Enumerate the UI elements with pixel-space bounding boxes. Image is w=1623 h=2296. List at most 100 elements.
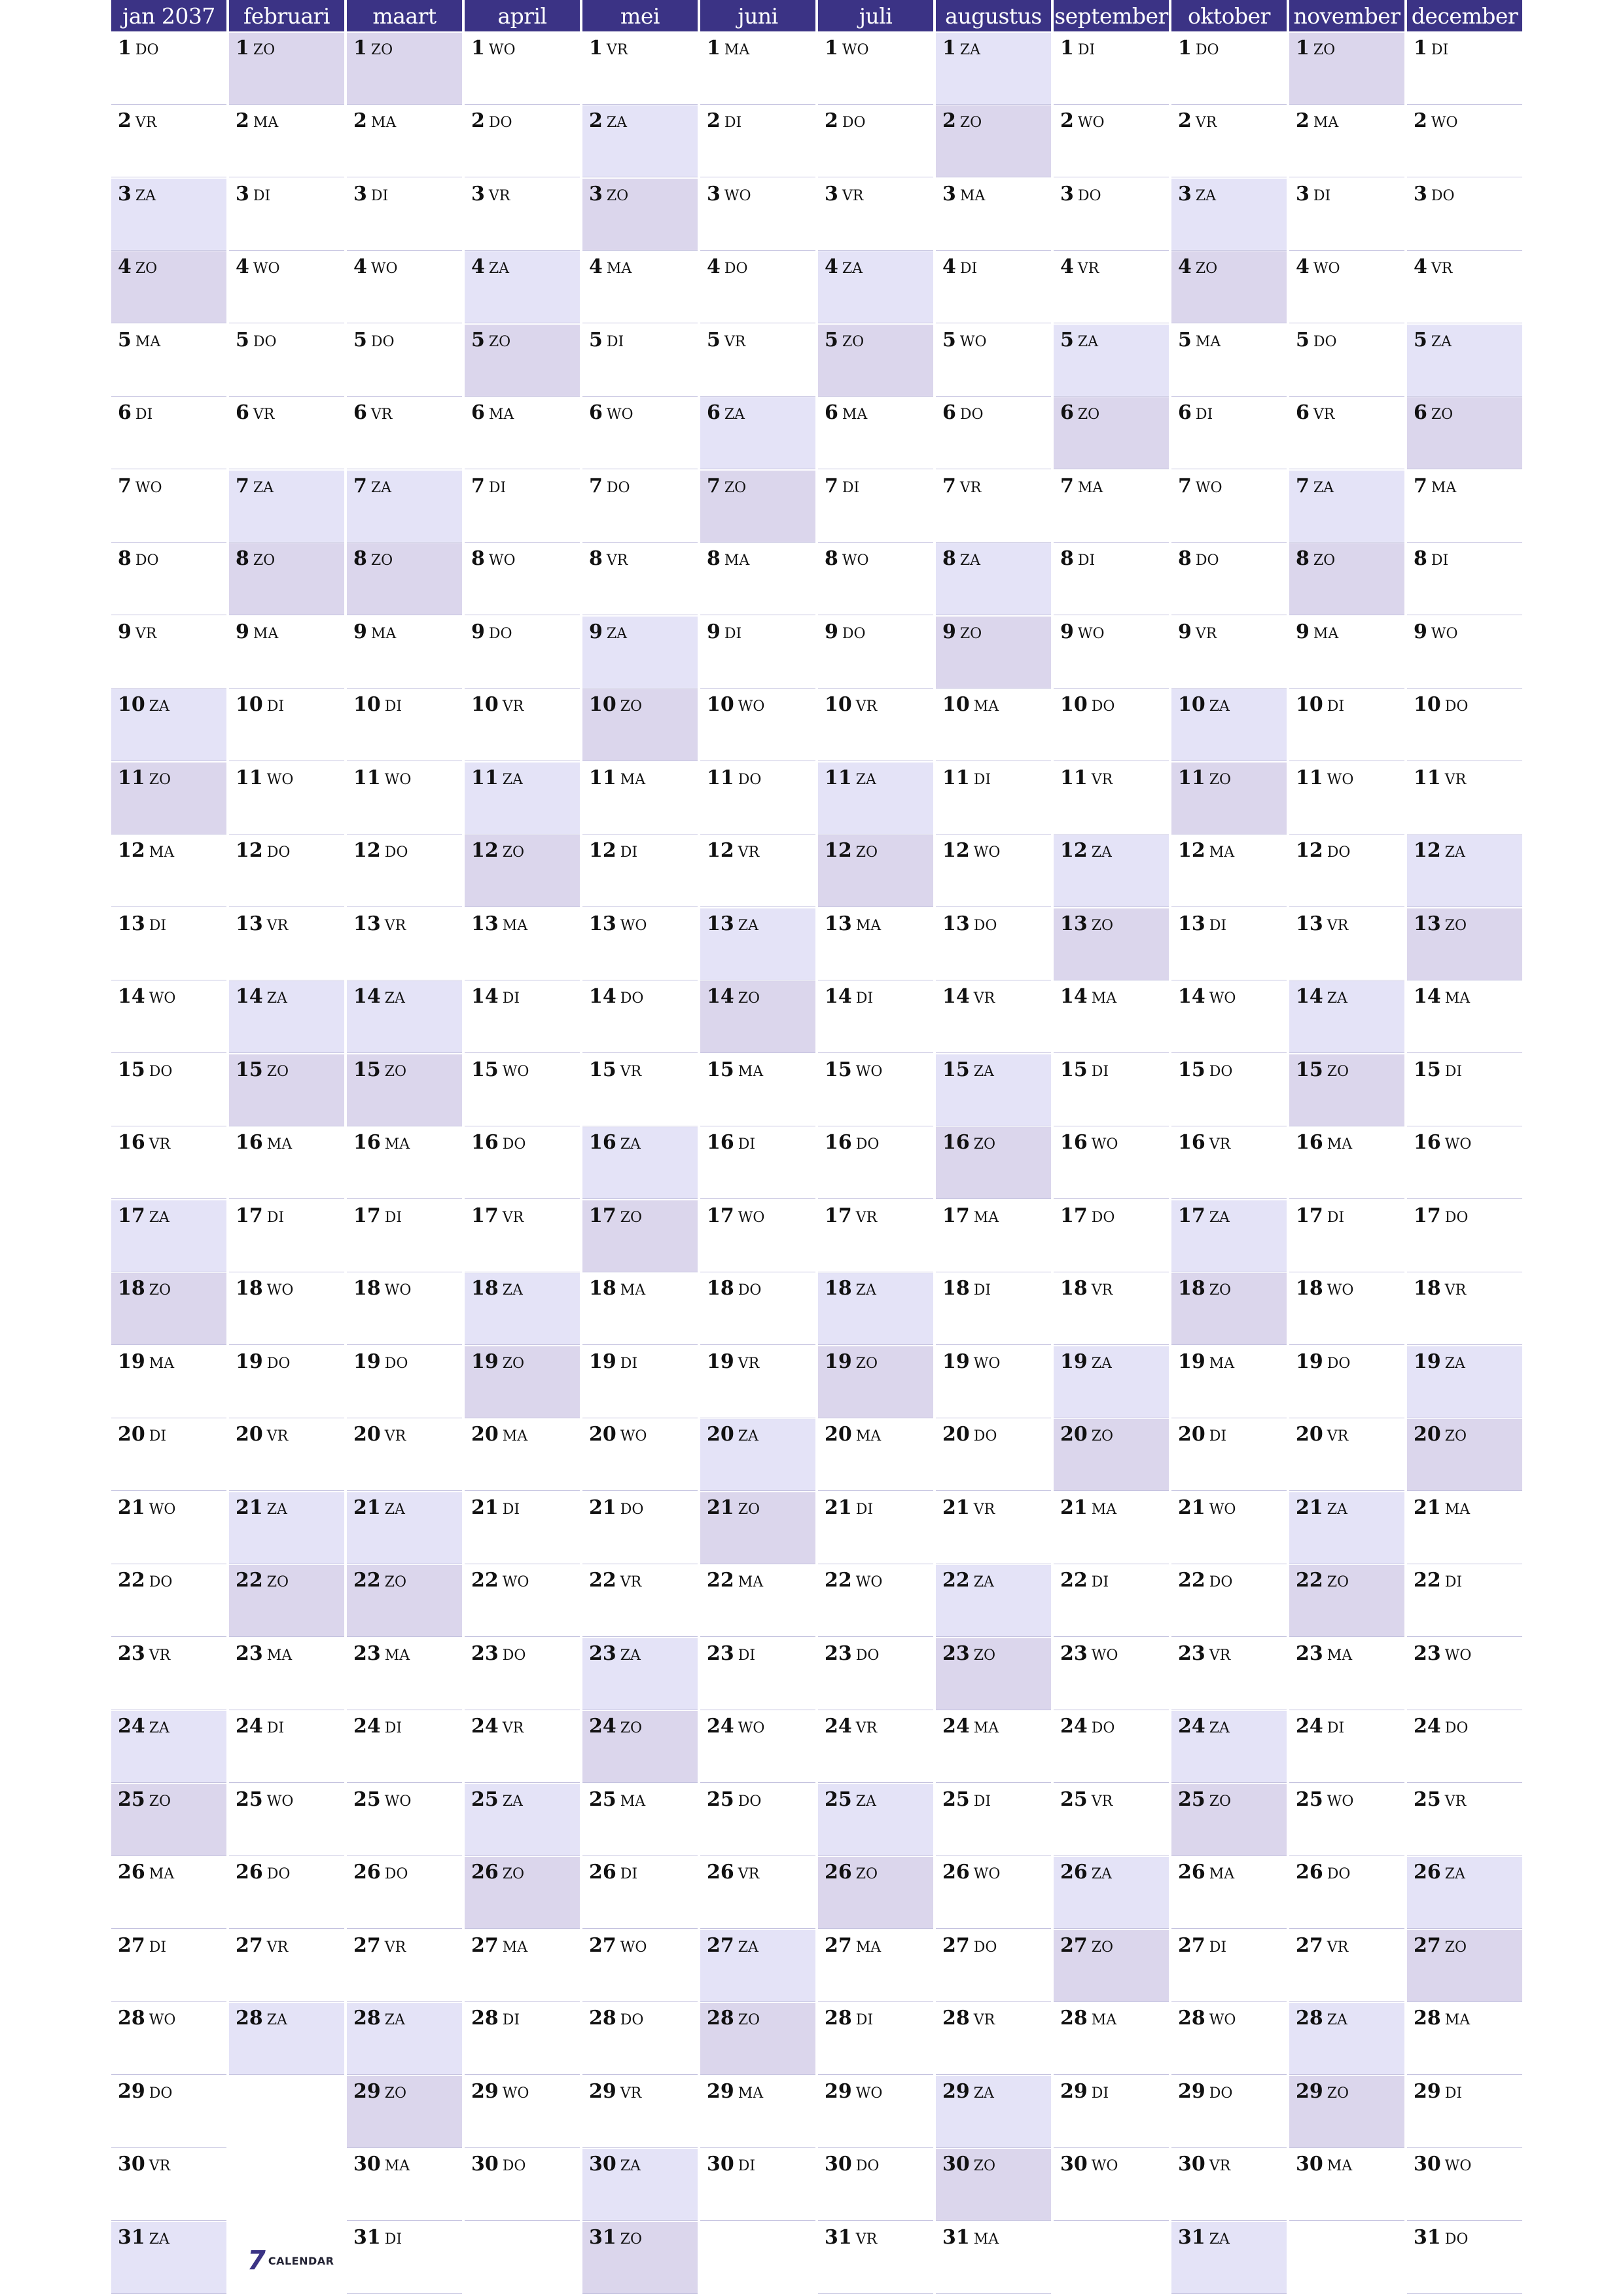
day-cell[interactable]: 1 VR <box>582 33 698 105</box>
day-cell[interactable]: 17 VR <box>465 1200 580 1272</box>
day-cell[interactable]: 26 DO <box>1289 1857 1404 1929</box>
day-cell[interactable]: 16 VR <box>1171 1127 1287 1199</box>
day-cell[interactable]: 23 WO <box>1054 1638 1169 1710</box>
day-cell[interactable]: 6 DO <box>936 397 1051 469</box>
day-cell[interactable]: 25 MA <box>582 1784 698 1856</box>
day-cell[interactable]: 29 DI <box>1407 2076 1522 2148</box>
day-cell[interactable]: 10 DI <box>229 689 344 761</box>
day-cell[interactable]: 25 ZO <box>111 1784 226 1856</box>
day-cell[interactable]: 9 DI <box>700 617 815 689</box>
day-cell[interactable]: 21 WO <box>111 1492 226 1564</box>
day-cell[interactable]: 1 ZO <box>229 32 344 105</box>
day-cell[interactable]: 28 MA <box>1054 2003 1169 2075</box>
day-cell[interactable]: 11 WO <box>229 762 344 834</box>
day-cell[interactable]: 26 MA <box>111 1857 226 1929</box>
day-cell[interactable]: 18 MA <box>582 1273 698 1345</box>
day-cell[interactable]: 4 VR <box>1407 251 1522 323</box>
day-cell[interactable]: 17 ZA <box>1171 1200 1287 1272</box>
day-cell[interactable]: 22 DI <box>1407 1565 1522 1637</box>
day-cell[interactable]: 18 ZO <box>1171 1273 1287 1345</box>
day-cell[interactable]: 27 ZO <box>1407 1929 1522 2002</box>
day-cell[interactable]: 10 ZO <box>582 689 698 761</box>
day-cell[interactable]: 29 ZO <box>347 2075 462 2148</box>
day-cell[interactable]: 4 ZO <box>111 251 226 323</box>
day-cell[interactable]: 3 WO <box>700 179 815 251</box>
day-cell[interactable]: 23 DO <box>465 1638 580 1710</box>
day-cell[interactable]: 30 ZA <box>582 2149 698 2221</box>
day-cell[interactable]: 31 ZO <box>582 2221 698 2294</box>
day-cell[interactable]: 30 VR <box>111 2149 226 2221</box>
day-cell[interactable]: 15 DI <box>1054 1054 1169 1126</box>
day-cell[interactable]: 3 VR <box>465 179 580 251</box>
day-cell[interactable]: 29 WO <box>818 2076 933 2148</box>
day-cell[interactable]: 20 MA <box>818 1419 933 1491</box>
day-cell[interactable]: 16 DI <box>700 1127 815 1199</box>
day-cell[interactable]: 15 DO <box>111 1054 226 1126</box>
day-cell[interactable]: 1 DO <box>111 33 226 105</box>
day-cell[interactable]: 29 DO <box>1171 2076 1287 2148</box>
day-cell[interactable]: 30 WO <box>1407 2149 1522 2221</box>
day-cell[interactable]: 2 DO <box>465 105 580 177</box>
day-cell[interactable]: 1 ZA <box>936 32 1051 105</box>
day-cell[interactable]: 23 ZO <box>936 1638 1051 1710</box>
day-cell[interactable]: 27 ZO <box>1054 1929 1169 2002</box>
day-cell[interactable]: 14 WO <box>1171 981 1287 1053</box>
day-cell[interactable]: 11 ZA <box>465 762 580 834</box>
day-cell[interactable]: 21 DO <box>582 1492 698 1564</box>
day-cell[interactable]: 20 ZA <box>700 1419 815 1491</box>
day-cell[interactable]: 22 WO <box>465 1565 580 1637</box>
day-cell[interactable]: 5 VR <box>700 325 815 397</box>
day-cell[interactable]: 27 DI <box>1171 1930 1287 2002</box>
day-cell[interactable]: 3 DO <box>1054 179 1169 251</box>
day-cell[interactable]: 28 ZA <box>347 2003 462 2075</box>
day-cell[interactable]: 13 VR <box>229 908 344 980</box>
day-cell[interactable]: 7 ZA <box>347 470 462 543</box>
day-cell[interactable]: 28 ZO <box>700 2003 815 2075</box>
day-cell[interactable]: 22 DO <box>111 1565 226 1637</box>
day-cell[interactable]: 20 WO <box>582 1419 698 1491</box>
day-cell[interactable]: 18 WO <box>1289 1273 1404 1345</box>
day-cell[interactable]: 9 WO <box>1407 617 1522 689</box>
day-cell[interactable]: 10 WO <box>700 689 815 761</box>
day-cell[interactable]: 5 DI <box>582 325 698 397</box>
day-cell[interactable]: 14 MA <box>1054 981 1169 1053</box>
day-cell[interactable]: 6 MA <box>818 397 933 469</box>
day-cell[interactable]: 20 DI <box>111 1419 226 1491</box>
day-cell[interactable]: 4 VR <box>1054 251 1169 323</box>
day-cell[interactable]: 25 ZA <box>818 1784 933 1856</box>
day-cell[interactable]: 24 VR <box>818 1711 933 1783</box>
day-cell[interactable]: 12 ZO <box>465 835 580 907</box>
day-cell[interactable]: 24 DO <box>1054 1711 1169 1783</box>
day-cell[interactable]: 15 ZO <box>347 1054 462 1126</box>
day-cell[interactable]: 21 VR <box>936 1492 1051 1564</box>
day-cell[interactable]: 17 MA <box>936 1200 1051 1272</box>
day-cell[interactable]: 6 MA <box>465 397 580 469</box>
day-cell[interactable]: 12 ZA <box>1054 835 1169 907</box>
day-cell[interactable]: 12 ZO <box>818 835 933 907</box>
day-cell[interactable]: 14 DI <box>465 981 580 1053</box>
day-cell[interactable]: 1 WO <box>818 33 933 105</box>
day-cell[interactable]: 29 VR <box>582 2076 698 2148</box>
day-cell[interactable]: 17 DI <box>229 1200 344 1272</box>
day-cell[interactable]: 21 ZO <box>700 1492 815 1564</box>
day-cell[interactable]: 20 ZO <box>1407 1419 1522 1491</box>
day-cell[interactable]: 20 VR <box>229 1419 344 1491</box>
day-cell[interactable]: 11 VR <box>1407 762 1522 834</box>
day-cell[interactable]: 8 MA <box>700 543 815 615</box>
day-cell[interactable]: 12 VR <box>700 835 815 907</box>
day-cell[interactable]: 2 DO <box>818 105 933 177</box>
day-cell[interactable]: 17 DO <box>1407 1200 1522 1272</box>
day-cell[interactable]: 4 DO <box>700 251 815 323</box>
day-cell[interactable]: 9 VR <box>1171 617 1287 689</box>
day-cell[interactable]: 7 ZA <box>229 470 344 543</box>
day-cell[interactable]: 28 MA <box>1407 2003 1522 2075</box>
day-cell[interactable]: 11 VR <box>1054 762 1169 834</box>
day-cell[interactable]: 15 ZO <box>1289 1054 1404 1126</box>
day-cell[interactable]: 13 DI <box>111 908 226 980</box>
day-cell[interactable]: 10 ZA <box>1171 689 1287 761</box>
day-cell[interactable]: 7 DI <box>818 471 933 543</box>
day-cell[interactable]: 16 MA <box>229 1127 344 1199</box>
day-cell[interactable]: 14 ZO <box>700 981 815 1053</box>
day-cell[interactable]: 19 WO <box>936 1346 1051 1418</box>
day-cell[interactable]: 10 VR <box>818 689 933 761</box>
